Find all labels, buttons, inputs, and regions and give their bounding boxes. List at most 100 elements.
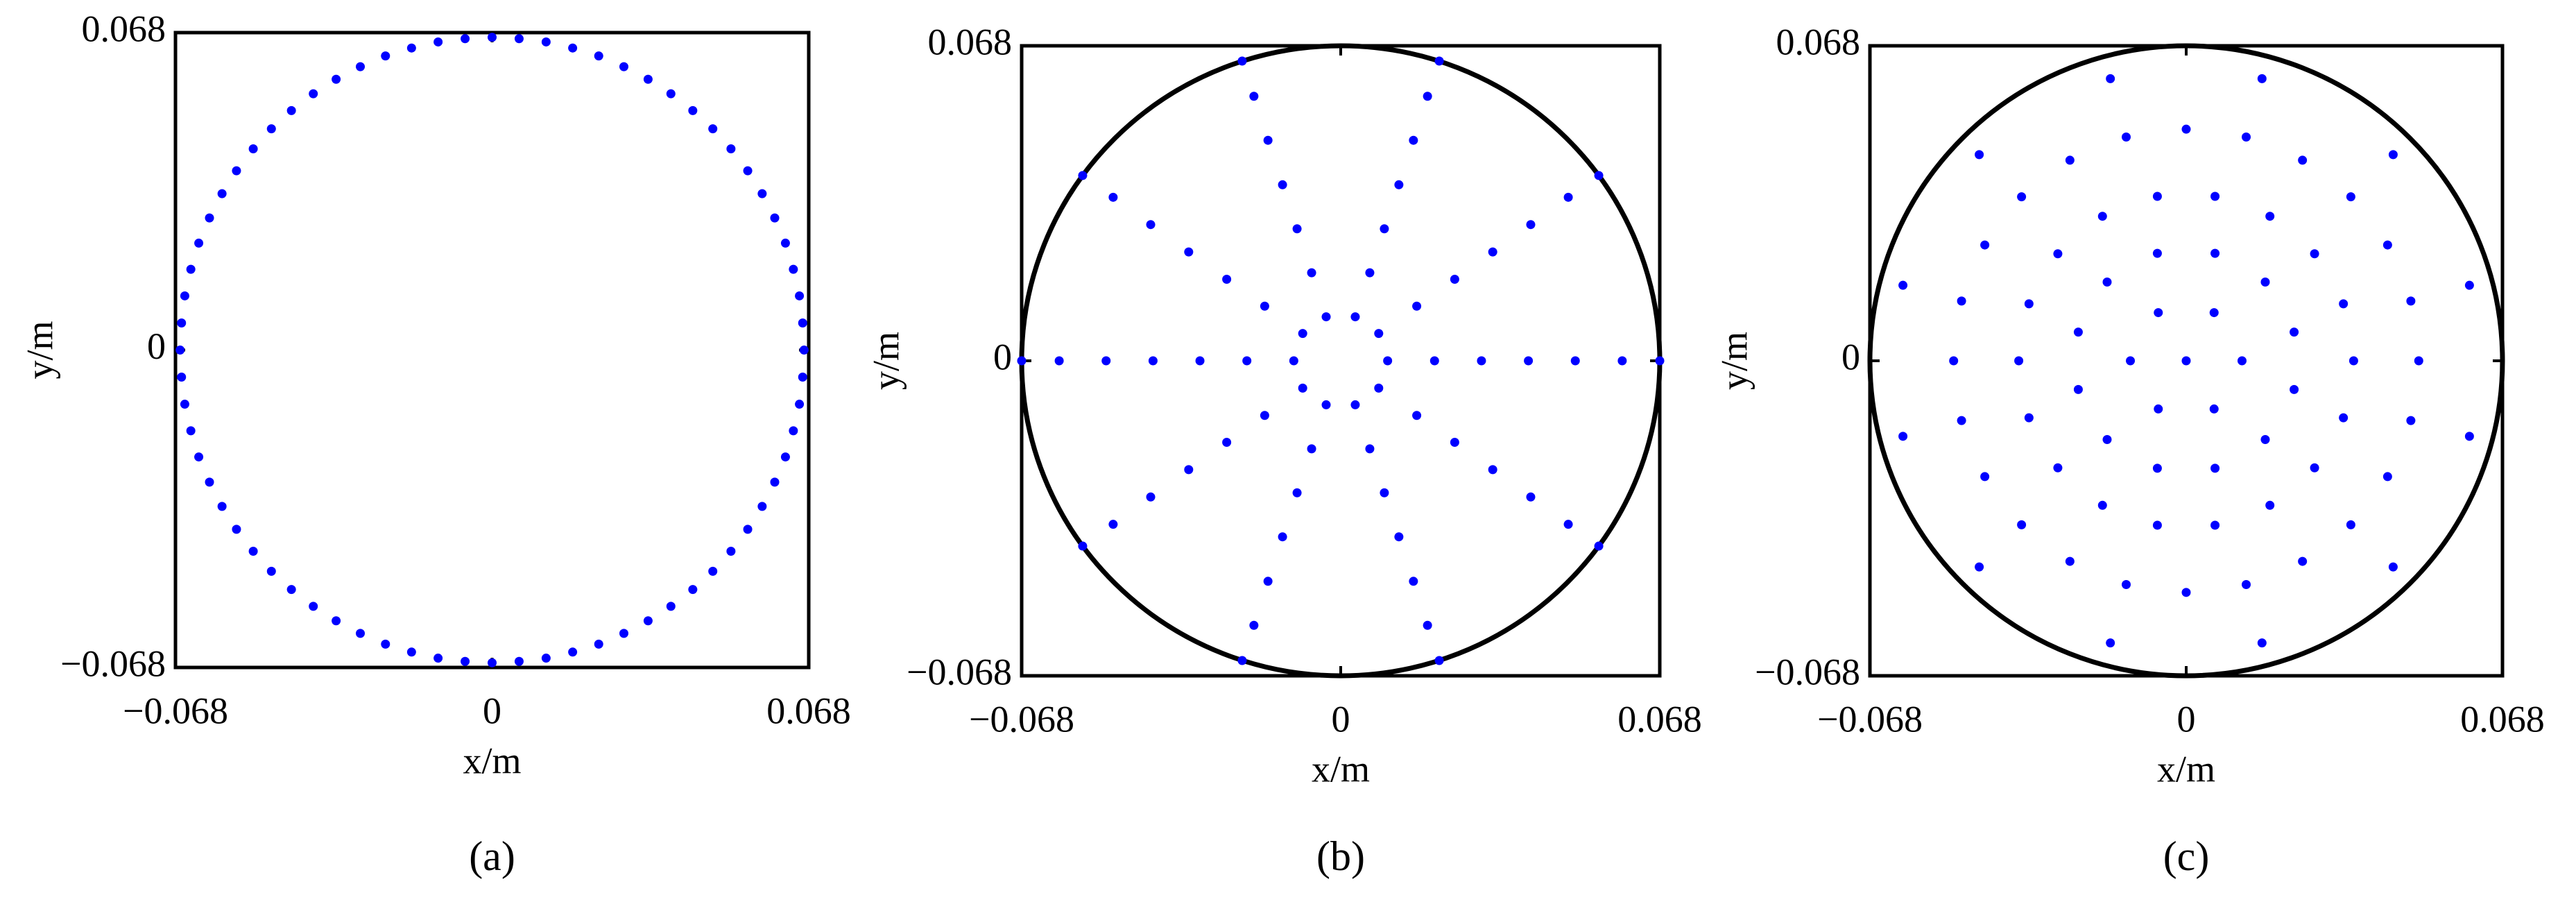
point [726, 144, 736, 154]
point [2017, 192, 2027, 202]
point [1488, 465, 1497, 475]
point [594, 639, 603, 649]
point [1594, 171, 1604, 180]
point [1980, 240, 1990, 250]
y-tick-label: 0.068 [1776, 21, 1861, 62]
x-tick-label: 0.068 [2460, 698, 2545, 740]
point [177, 318, 187, 327]
point [619, 629, 628, 638]
point [688, 585, 698, 595]
point [1563, 192, 1573, 202]
point [1383, 356, 1393, 366]
point [2339, 299, 2349, 309]
point [2210, 248, 2220, 258]
point [2097, 500, 2107, 510]
point [1278, 532, 1287, 542]
point [194, 452, 204, 462]
y-tick-label: 0 [147, 325, 166, 367]
point [2097, 212, 2107, 221]
point [2388, 562, 2398, 572]
point [1260, 411, 1269, 420]
point [1898, 280, 1908, 290]
point [232, 166, 241, 176]
point [2102, 435, 2112, 444]
point [1975, 150, 1984, 160]
point [488, 658, 497, 667]
point [1263, 577, 1273, 586]
point [514, 34, 524, 44]
point [2290, 327, 2299, 337]
point [2209, 308, 2219, 318]
point [799, 346, 809, 355]
point [780, 452, 790, 462]
point [1350, 400, 1360, 409]
point [356, 629, 366, 638]
point [2181, 356, 2191, 366]
point [1321, 400, 1331, 409]
point [381, 51, 390, 61]
point [186, 264, 196, 274]
panel-caption: (a) [469, 833, 515, 879]
point [1222, 438, 1232, 448]
point [798, 373, 807, 382]
point [1365, 268, 1375, 278]
y-tick-label: −0.068 [1755, 651, 1860, 692]
point [2152, 520, 2162, 530]
point [2073, 384, 2083, 394]
point [1434, 656, 1444, 665]
point [1374, 383, 1384, 393]
point [1429, 356, 1439, 366]
point [1237, 56, 1247, 66]
point [2382, 240, 2392, 250]
panel-caption: (c) [2163, 833, 2210, 879]
point [2339, 413, 2349, 423]
y-tick-label: 0.068 [928, 21, 1013, 62]
point [309, 602, 318, 611]
point [789, 264, 798, 274]
point [2265, 212, 2275, 221]
point [798, 318, 807, 327]
point [205, 213, 214, 223]
point [433, 37, 443, 46]
point [2209, 404, 2219, 414]
point [1184, 465, 1194, 475]
point [2265, 500, 2275, 510]
point [2102, 278, 2112, 287]
point [1108, 192, 1118, 202]
y-axis-label: y/m [865, 332, 907, 390]
point [2106, 638, 2115, 648]
point [2464, 432, 2474, 441]
point [381, 639, 390, 649]
point [726, 546, 736, 556]
point [1526, 492, 1536, 502]
y-tick-label: 0 [993, 336, 1012, 377]
point [1563, 520, 1573, 529]
point [2024, 299, 2034, 309]
point [2073, 327, 2083, 337]
point [461, 34, 470, 44]
point [2210, 520, 2220, 530]
point [1423, 620, 1432, 630]
point [789, 426, 798, 436]
boundary-circle [1019, 43, 1663, 679]
point [643, 74, 653, 84]
point [1524, 356, 1534, 366]
point [332, 616, 341, 626]
point [1423, 92, 1432, 101]
x-axis-label: x/m [1312, 748, 1370, 790]
point [1617, 356, 1627, 366]
point [2298, 155, 2308, 165]
point [1278, 180, 1287, 189]
x-tick-label: 0 [2177, 698, 2196, 740]
point [1409, 135, 1418, 145]
point [1292, 488, 1302, 497]
point [1307, 444, 1316, 454]
point [217, 502, 227, 511]
point [1957, 296, 1966, 306]
point [2181, 124, 2191, 134]
point [175, 346, 185, 355]
point [1394, 180, 1404, 189]
point [266, 566, 276, 576]
point [180, 400, 189, 409]
